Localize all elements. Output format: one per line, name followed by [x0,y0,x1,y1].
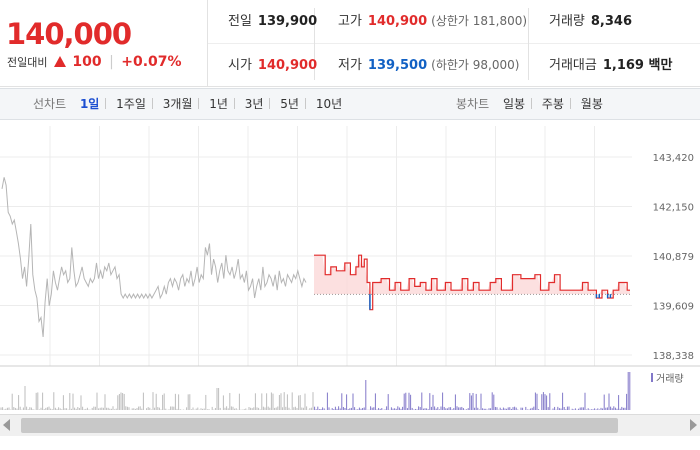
lower-limit: (하한가 98,000) [431,58,520,72]
tab-weekly-candle[interactable]: 주봉 [541,97,564,111]
scroll-thumb[interactable] [21,418,618,433]
tab-divider [304,98,306,109]
chart-scrollbar[interactable] [0,414,700,436]
amount-cell: 거래대금 1,169 백만 [549,44,672,87]
volume-value: 8,346 [590,14,633,29]
open-value: 140,900 [257,58,318,73]
volume-legend-label: 거래량 [656,373,684,385]
line-chart-title: 선차트 [33,97,67,111]
previous-price-line [1,177,307,338]
scroll-left-arrow-icon[interactable] [3,419,10,431]
tab-divider [233,98,235,109]
tab-divider [269,98,271,109]
change-row: 전일대비 100 | +0.07% [7,54,182,70]
scroll-right-arrow-icon[interactable] [690,419,697,431]
volume-panel: 거래량 [0,372,684,410]
prev-close-cell: 전일 139,900 [228,0,317,43]
tab-1day[interactable]: 1일 [79,97,100,111]
up-triangle-icon [53,56,66,67]
upper-limit: (상한가 181,800) [431,14,528,28]
intraday-price-chart: 143,420 142,150 140,879 139,609 138,338 거래량 [0,126,700,410]
y-axis-ticks: 143,420 142,150 140,879 139,609 138,338 [653,153,694,362]
tab-1year[interactable]: 1년 [209,97,228,111]
high-label: 고가 [338,14,362,29]
column-divider [528,8,529,80]
change-value: 100 [72,54,102,70]
period-tab-bar: 선차트 1일 1주일 3개월 1년 3년 5년 10년 봉차트 일봉 주봉 월봉 [0,88,700,120]
tab-1week[interactable]: 1주일 [116,97,146,111]
up-area [314,255,630,295]
low-cell: 저가 139,500 (하한가 98,000) [338,44,519,87]
tab-daily-candle[interactable]: 일봉 [502,97,526,111]
up-area-fill [314,255,630,295]
volume-label: 거래량 [549,14,585,29]
y-tick-label: 139,609 [653,301,694,312]
y-tick-label: 142,150 [653,202,694,213]
tab-3years[interactable]: 3년 [244,97,264,111]
tab-divider [531,98,533,109]
tab-10years[interactable]: 10년 [315,97,343,111]
divider: | [109,54,114,70]
candle-chart-tabs: 봉차트 일봉 주봉 월봉 [456,89,603,119]
tab-3months[interactable]: 3개월 [162,97,193,111]
change-label: 전일대비 [7,56,48,69]
tab-5years[interactable]: 5년 [280,97,299,111]
tab-divider [105,98,107,109]
y-tick-label: 138,338 [653,351,694,362]
tab-divider [151,98,153,109]
open-label: 시가 [228,58,252,73]
price-lines [1,177,630,338]
column-divider [314,8,315,80]
line-chart-tabs: 선차트 1일 1주일 3개월 1년 3년 5년 10년 [33,89,342,119]
tab-divider [198,98,200,109]
amount-value: 1,169 백만 [602,58,673,73]
high-value: 140,900 [367,14,428,29]
candle-chart-title: 봉차트 [456,97,490,111]
quote-info-grid: 전일 139,900 고가 140,900 (상한가 181,800) 거래량 8,34… [208,0,700,87]
chart-grid [0,126,700,367]
current-price: 140,000 [6,17,132,51]
tab-monthly-candle[interactable]: 월봉 [580,97,603,111]
prev-close-label: 전일 [228,14,252,29]
amount-label: 거래대금 [549,58,597,73]
current-price-line [314,254,630,311]
low-value: 139,500 [367,58,428,73]
row-divider [208,43,700,44]
volume-cell: 거래량 8,346 [549,0,632,43]
high-cell: 고가 140,900 (상한가 181,800) [338,0,527,43]
volume-legend-swatch [651,373,653,382]
change-rate: +0.07% [121,54,182,70]
tab-divider [569,98,571,109]
y-tick-label: 140,879 [653,252,694,263]
y-tick-label: 143,420 [653,153,694,164]
price-summary: 140,000 전일대비 100 | +0.07% [0,0,208,87]
open-cell: 시가 140,900 [228,44,317,87]
prev-close-value: 139,900 [257,14,318,29]
low-label: 저가 [338,58,362,73]
